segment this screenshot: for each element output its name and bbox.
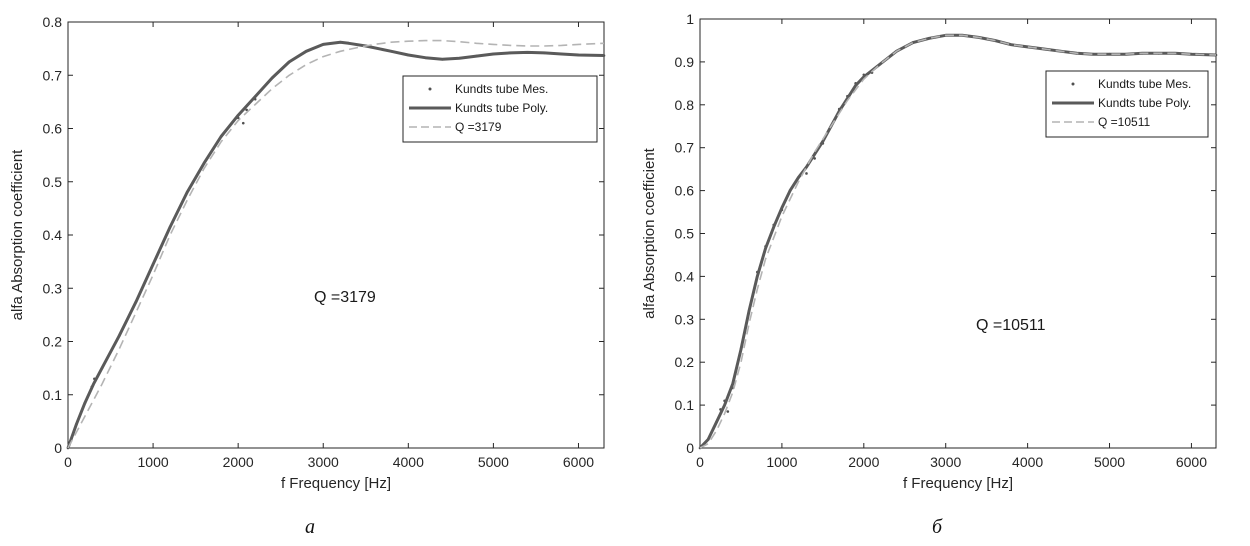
chart-a-series-0-point — [241, 121, 245, 125]
chart-b-series-0-point — [805, 172, 808, 175]
chart-a-x-tick-label: 1000 — [138, 454, 169, 470]
chart-b-series-0-point — [726, 410, 730, 413]
chart-a-y-tick-label: 0.2 — [43, 334, 63, 350]
chart-b-y-tick-label: 0.9 — [675, 54, 695, 70]
chart-b-x-tick-label: 5000 — [1094, 454, 1125, 470]
chart-panel-a: 0 0.1 0.2 0.3 0.4 0.5 0.6 0.7 0.8 0 1000 2000 3000 40… — [0, 0, 620, 505]
chart-b-y-tick-label: 0.8 — [675, 97, 695, 113]
chart-b-y-tick-label: 0.7 — [675, 140, 695, 156]
chart-a-x-tick-label: 4000 — [393, 454, 424, 470]
chart-a-x-tick-label: 6000 — [563, 454, 594, 470]
chart-b-x-tick-label: 0 — [696, 454, 704, 470]
chart-a-svg: 0 0.1 0.2 0.3 0.4 0.5 0.6 0.7 0.8 0 1000 2000 3000 40… — [9, 14, 606, 492]
chart-a-y-tick-label: 0.6 — [43, 121, 63, 137]
chart-a-series-1-line — [66, 40, 605, 449]
chart-b-svg: 0 0.1 0.2 0.3 0.4 0.5 0.6 0.7 0.8 0.9 1 0 1000 2000 30… — [641, 11, 1218, 492]
chart-b-y-tick-label: 0.4 — [675, 268, 695, 284]
chart-b-y-tick-label: 0 — [686, 440, 694, 456]
chart-a-y-tick-label: 0.8 — [43, 14, 63, 30]
chart-a-legend-label: Q =3179 — [455, 120, 502, 134]
chart-b-x-tick-label: 1000 — [766, 454, 797, 470]
chart-a-y-tick-label: 0 — [54, 440, 62, 456]
caption-a: a — [305, 516, 315, 538]
chart-b-y-axis-label: alfa Absorption coefficient — [641, 147, 658, 319]
chart-a-x-tick-label: 3000 — [308, 454, 339, 470]
chart-b-x-tick-label: 6000 — [1176, 454, 1207, 470]
chart-a-y-tick-label: 0.5 — [43, 174, 63, 190]
chart-a-y-tick-label: 0.7 — [43, 67, 63, 83]
chart-b-x-tick-label: 4000 — [1012, 454, 1043, 470]
chart-a-y-tick-label: 0.3 — [43, 280, 63, 296]
chart-a-legend-swatch — [428, 87, 432, 91]
chart-a-y-tick-label: 0.4 — [43, 227, 63, 243]
chart-b-y-tick-label: 1 — [686, 11, 694, 27]
chart-a-series-2-line — [67, 39, 605, 449]
chart-b-legend-label: Kundts tube Mes. — [1098, 77, 1191, 91]
chart-b-series-2-line — [699, 34, 1217, 449]
chart-b-x-tick-label: 3000 — [930, 454, 961, 470]
chart-b-y-tick-label: 0.5 — [675, 226, 695, 242]
chart-a-x-tick-label: 5000 — [478, 454, 509, 470]
chart-b-y-tick-label: 0.1 — [675, 397, 695, 413]
caption-b: б — [932, 516, 943, 538]
chart-b-y-tick-label: 0.3 — [675, 311, 695, 327]
chart-b-legend-label: Q =10511 — [1098, 115, 1150, 129]
chart-b-x-tick-label: 2000 — [848, 454, 879, 470]
chart-a-legend-label: Kundts tube Mes. — [455, 82, 548, 96]
chart-b-legend-label: Kundts tube Poly. — [1098, 96, 1191, 110]
chart-a-y-axis-label: alfa Absorption coefficient — [9, 149, 26, 321]
chart-a-x-axis-label: f Frequency [Hz] — [281, 475, 391, 492]
chart-b-annotation: Q =10511 — [976, 317, 1046, 334]
chart-a-legend-label: Kundts tube Poly. — [455, 101, 548, 115]
chart-b-series-1-line — [698, 33, 1217, 450]
chart-a-y-tick-label: 0.1 — [43, 387, 63, 403]
chart-b-legend-swatch — [1071, 82, 1075, 86]
chart-b-y-tick-label: 0.6 — [675, 183, 695, 199]
chart-panel-b: 0 0.1 0.2 0.3 0.4 0.5 0.6 0.7 0.8 0.9 1 0 1000 2000 30… — [636, 0, 1250, 505]
chart-b-x-axis-label: f Frequency [Hz] — [903, 475, 1013, 492]
chart-a-x-tick-label: 0 — [64, 454, 72, 470]
chart-a-series-0-point — [245, 108, 248, 112]
chart-a-x-tick-label: 2000 — [223, 454, 254, 470]
chart-b-y-tick-label: 0.2 — [675, 354, 695, 370]
chart-a-annotation: Q =3179 — [314, 289, 376, 306]
